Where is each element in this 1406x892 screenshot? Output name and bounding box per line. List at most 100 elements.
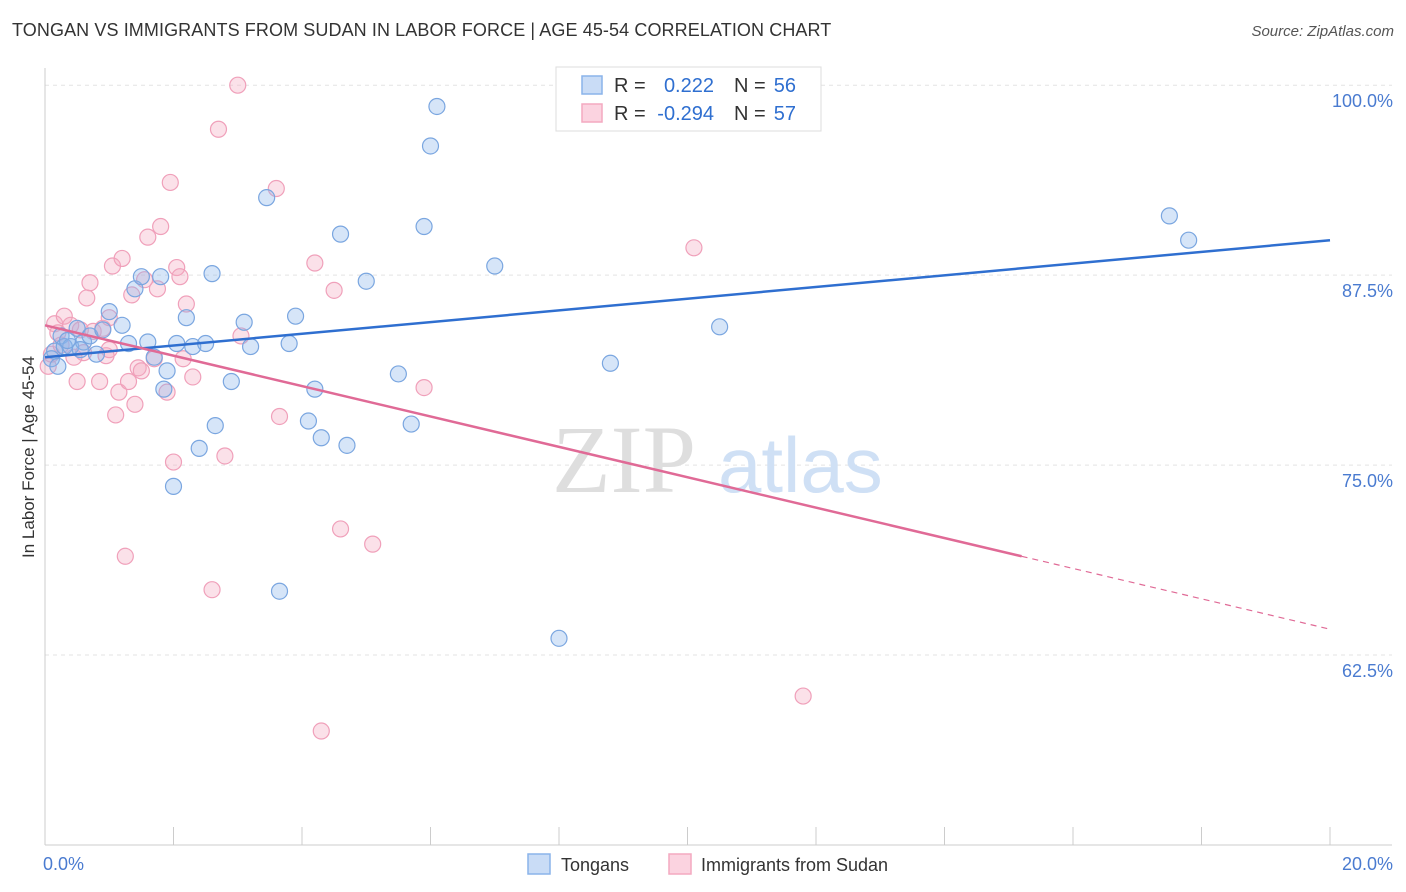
sudan-point — [229, 76, 247, 94]
x-tick-label: 20.0% — [1342, 854, 1393, 874]
sudan-point — [91, 372, 109, 391]
tongan-point — [286, 307, 305, 325]
sudan-point — [415, 378, 433, 397]
y-tick-label: 75.0% — [1342, 471, 1393, 491]
tongan-point — [113, 316, 131, 334]
tongan-point — [601, 354, 620, 372]
sudan-point — [306, 254, 324, 272]
sudan-point — [116, 547, 134, 565]
tongan-point — [402, 415, 420, 433]
legend-r-label-2: R = — [614, 103, 646, 125]
tongan-point — [486, 257, 504, 275]
watermark-zip: ZIP — [552, 406, 696, 513]
sudan-point — [132, 362, 150, 380]
sudan-point — [139, 228, 157, 246]
tongan-point — [164, 477, 183, 495]
sudan-point — [331, 520, 350, 538]
tongan-point — [338, 436, 356, 454]
bottom-legend: Tongans Immigrants from Sudan — [527, 853, 888, 875]
legend-r-value-2: -0.294 — [657, 103, 714, 125]
tongan-point — [190, 439, 208, 457]
sudan-point — [164, 453, 183, 471]
sudan-point — [168, 258, 186, 277]
tongan-point — [235, 313, 253, 331]
tongan-point — [357, 272, 375, 290]
sudan-point — [184, 368, 202, 386]
tongan-point — [331, 225, 350, 243]
tongan-point — [100, 303, 118, 321]
sudan-point — [129, 359, 147, 377]
tongan-point — [1180, 231, 1198, 249]
legend-box: R = 0.222 N = 56 R = -0.294 N = 57 — [555, 66, 822, 132]
tongan-point — [94, 321, 112, 339]
tongan-point — [421, 137, 440, 155]
sudan-point — [325, 281, 343, 299]
trend-line-tongans — [44, 238, 1331, 359]
y-axis-label: In Labor Force | Age 45-54 — [19, 356, 38, 558]
grid-lines — [45, 84, 1392, 656]
sudan-point — [177, 295, 195, 313]
sudan-point — [209, 120, 228, 138]
tick-labels: 100.0% 87.5% 75.0% 62.5% 0.0% 20.0% — [43, 91, 1393, 874]
tongan-point — [711, 318, 729, 336]
x-tick-label: 0.0% — [43, 854, 84, 874]
trend-line-sudan-extension — [1021, 555, 1331, 630]
sudan-point — [68, 372, 86, 391]
tongan-point — [280, 334, 298, 353]
watermark-atlas: atlas — [718, 421, 883, 509]
bottom-legend-swatch-sudan — [668, 853, 692, 875]
y-tick-label: 100.0% — [1332, 91, 1393, 111]
y-tick-label: 87.5% — [1342, 281, 1393, 301]
sudan-point — [113, 249, 131, 268]
sudan-point — [126, 395, 144, 413]
sudan-point — [794, 687, 812, 705]
bottom-legend-label-tongans: Tongans — [561, 855, 629, 875]
tongan-point — [270, 582, 289, 600]
tongan-point — [389, 365, 407, 383]
tongan-point — [155, 380, 173, 398]
sudan-point — [81, 274, 99, 292]
legend-n-label-1: N = — [734, 75, 766, 97]
sudan-point — [216, 447, 234, 465]
tongan-point — [203, 265, 221, 283]
tongan-point — [1160, 207, 1178, 225]
sudan-point — [171, 268, 189, 286]
tongan-point — [312, 429, 330, 447]
legend-n-label-2: N = — [734, 103, 766, 125]
y-tick-label: 62.5% — [1342, 661, 1393, 681]
legend-n-value-1: 56 — [774, 75, 796, 97]
sudan-point — [107, 406, 125, 424]
tongan-point — [132, 268, 150, 286]
sudan-point — [270, 407, 289, 426]
axes — [44, 68, 1392, 846]
legend-r-label-1: R = — [614, 75, 646, 97]
tongan-point — [258, 189, 276, 207]
bottom-legend-swatch-tongans — [527, 853, 551, 875]
sudan-point — [364, 535, 382, 553]
tongan-point — [152, 268, 170, 286]
trend-lines — [44, 238, 1331, 630]
chart-title: TONGAN VS IMMIGRANTS FROM SUDAN IN LABOR… — [12, 20, 832, 40]
legend-swatch-sudan — [581, 103, 603, 123]
sudan-point — [78, 289, 96, 307]
sudan-point — [685, 239, 703, 257]
tongan-point — [177, 309, 195, 327]
tongan-point — [550, 629, 568, 647]
tongan-point — [158, 362, 176, 380]
series-sudan-points — [39, 76, 812, 740]
tongan-point — [58, 331, 77, 350]
tongan-point — [222, 372, 240, 391]
tongan-point — [299, 412, 318, 430]
tongan-point — [206, 416, 224, 435]
sudan-point — [312, 722, 330, 740]
watermark: ZIP atlas — [552, 406, 883, 513]
tongan-point — [49, 357, 67, 375]
trend-line-sudan — [44, 324, 1022, 558]
tongan-point — [428, 97, 446, 116]
sudan-point — [119, 372, 138, 391]
bottom-legend-label-sudan: Immigrants from Sudan — [701, 855, 888, 875]
series-tongans-points — [42, 97, 1198, 647]
sudan-point — [203, 581, 221, 599]
sudan-point — [152, 217, 170, 236]
